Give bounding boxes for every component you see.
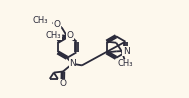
Text: O: O [66,31,74,40]
Text: O: O [59,79,66,88]
Text: N: N [69,59,76,68]
Text: N: N [123,47,130,56]
Text: CH₃: CH₃ [32,16,48,25]
Text: CH₃: CH₃ [117,59,133,68]
Text: CH₃: CH₃ [46,31,61,40]
Text: O: O [54,20,61,29]
